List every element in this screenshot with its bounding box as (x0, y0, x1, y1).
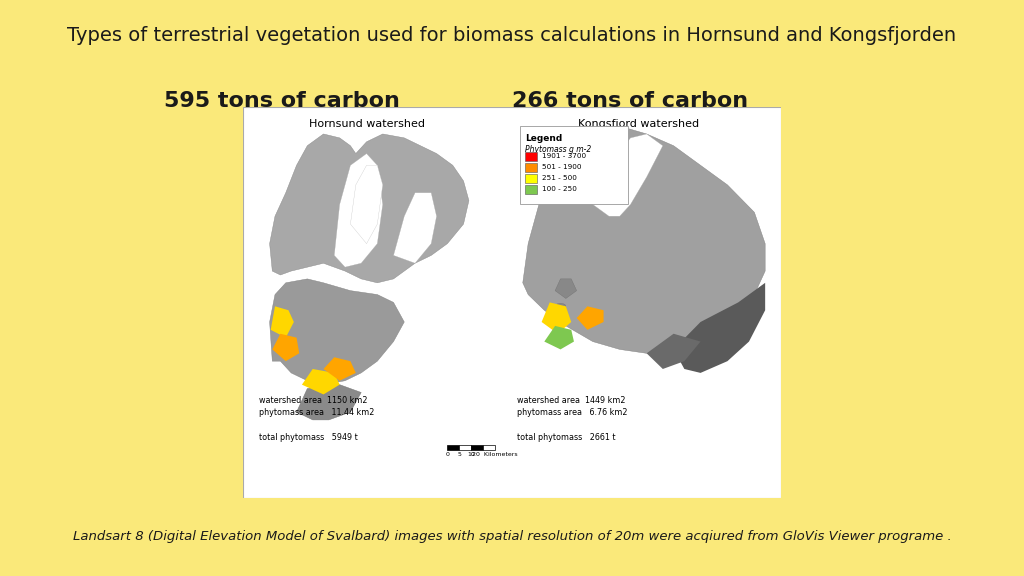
Text: Hornsund watershed: Hornsund watershed (308, 119, 425, 129)
Text: 501 - 1900: 501 - 1900 (542, 164, 582, 170)
Bar (483, 445, 495, 450)
Bar (525, 163, 538, 172)
Polygon shape (270, 306, 294, 338)
Text: phytomass area   6.76 km2: phytomass area 6.76 km2 (517, 408, 628, 418)
Text: 10: 10 (467, 452, 475, 457)
Polygon shape (269, 279, 404, 385)
Bar (525, 174, 538, 183)
Polygon shape (593, 134, 663, 216)
Polygon shape (647, 334, 700, 369)
Polygon shape (577, 306, 603, 330)
Bar (520, 126, 628, 204)
Polygon shape (674, 283, 765, 373)
Text: phytomass area   11.44 km2: phytomass area 11.44 km2 (259, 408, 374, 418)
Polygon shape (350, 165, 383, 244)
Polygon shape (324, 357, 355, 381)
Polygon shape (334, 154, 383, 267)
Polygon shape (269, 134, 469, 283)
Bar (525, 185, 538, 194)
Text: 1901 - 3700: 1901 - 3700 (542, 153, 586, 160)
Polygon shape (272, 334, 299, 361)
Text: watershed area  1449 km2: watershed area 1449 km2 (517, 396, 626, 405)
Text: 595 tons of carbon: 595 tons of carbon (164, 91, 399, 111)
Polygon shape (545, 326, 573, 350)
Polygon shape (297, 385, 361, 420)
Text: Phytomass g m-2: Phytomass g m-2 (525, 145, 592, 154)
Text: 5: 5 (458, 452, 461, 457)
Text: total phytomass   5949 t: total phytomass 5949 t (259, 433, 357, 442)
Bar (525, 152, 538, 161)
Text: 266 tons of carbon: 266 tons of carbon (512, 91, 748, 111)
Bar (471, 445, 483, 450)
Text: 20  Kilometers: 20 Kilometers (472, 452, 517, 457)
Polygon shape (302, 369, 340, 395)
Ellipse shape (555, 304, 566, 309)
Text: 251 - 500: 251 - 500 (542, 175, 577, 181)
Text: 100 - 250: 100 - 250 (542, 186, 577, 192)
Text: Legend: Legend (525, 134, 563, 143)
Text: Types of terrestrial vegetation used for biomass calculations in Hornsund and Ko: Types of terrestrial vegetation used for… (68, 26, 956, 45)
Polygon shape (542, 302, 571, 334)
Polygon shape (393, 193, 436, 263)
Polygon shape (555, 279, 577, 298)
Bar (447, 445, 459, 450)
Bar (459, 445, 471, 450)
Text: watershed area  1150 km2: watershed area 1150 km2 (259, 396, 368, 405)
Polygon shape (523, 126, 765, 353)
Text: Landsart 8 (Digital Elevation Model of Svalbard) images with spatial resolution : Landsart 8 (Digital Elevation Model of S… (73, 530, 951, 543)
Text: Kongsfjord watershed: Kongsfjord watershed (578, 119, 699, 129)
Text: 0: 0 (445, 452, 450, 457)
Text: total phytomass   2661 t: total phytomass 2661 t (517, 433, 615, 442)
